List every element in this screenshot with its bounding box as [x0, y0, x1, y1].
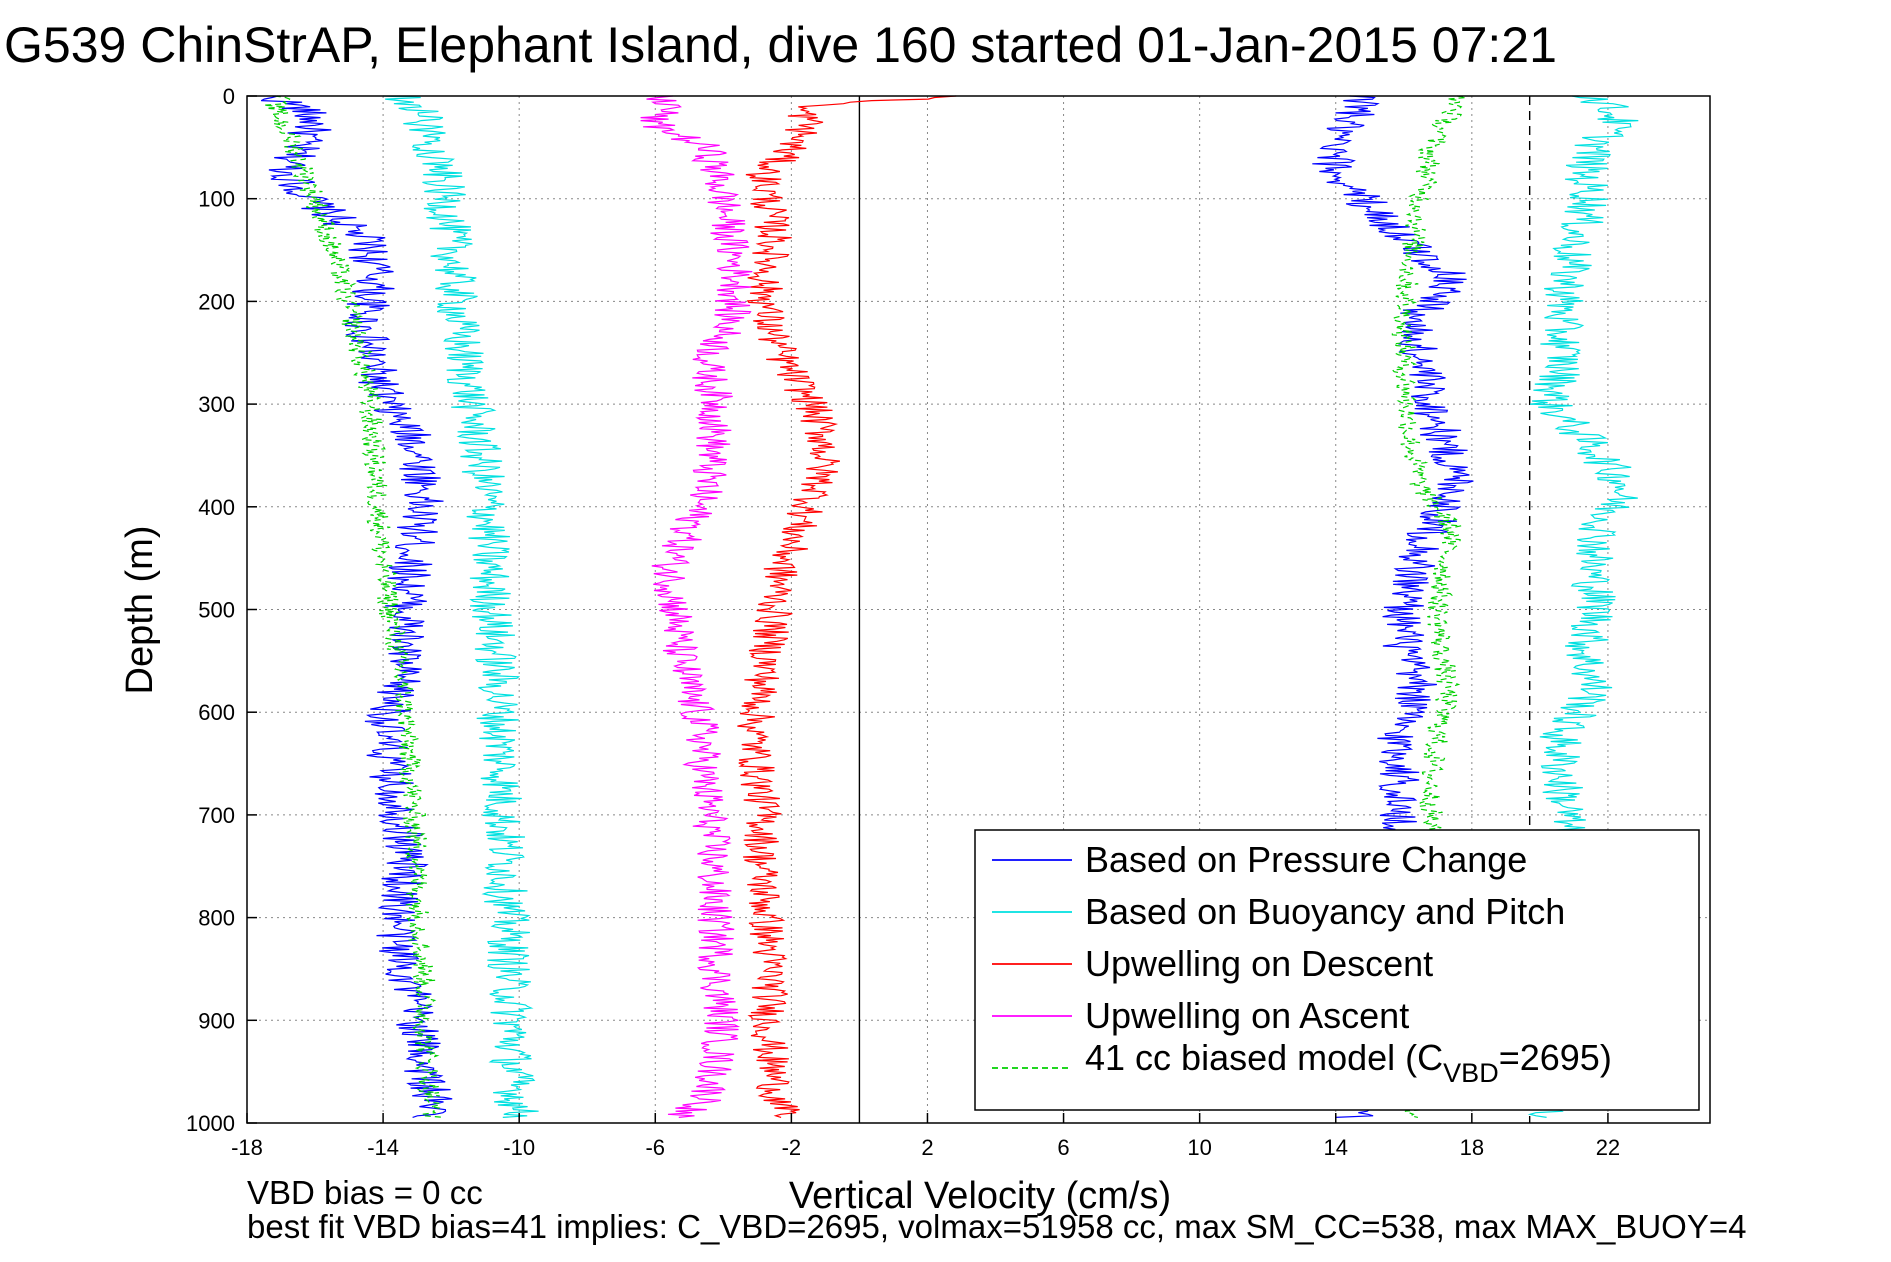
y-axis-ticks: 0 100 200 300 400 500 600 700 800 900 1000 [186, 84, 257, 1136]
x-tick-label: -18 [231, 1135, 263, 1160]
legend-label: Upwelling on Descent [1085, 943, 1433, 984]
chart-title: G539 ChinStrAP, Elephant Island, dive 16… [4, 17, 1557, 73]
series-upwelling-on-ascent [640, 95, 753, 1118]
legend-label-model: 41 cc biased model (CVBD=2695) [1085, 1037, 1612, 1088]
legend: Based on Pressure Change Based on Buoyanc… [974, 829, 1700, 1111]
x-tick-label: -10 [503, 1135, 535, 1160]
x-axis-ticks: -18 -14 -10 -6 -2 2 6 10 14 18 22 [231, 1113, 1620, 1160]
y-tick-label: 700 [198, 803, 235, 828]
y-tick-label: 1000 [186, 1111, 235, 1136]
legend-label: Based on Pressure Change [1085, 839, 1527, 880]
y-tick-label: 300 [198, 392, 235, 417]
series-41-cc-biased-model-c-vbd-2695-descent [263, 95, 445, 1118]
x-tick-label: -14 [367, 1135, 399, 1160]
series-upwelling-on-descent [737, 95, 957, 1118]
footer-best-fit-note: best fit VBD bias=41 implies: C_VBD=2695… [247, 1208, 1746, 1245]
x-tick-label: 22 [1596, 1135, 1620, 1160]
footer-bias-note: VBD bias = 0 cc [247, 1174, 483, 1211]
legend-label: Based on Buoyancy and Pitch [1085, 891, 1565, 932]
y-tick-label: 800 [198, 906, 235, 931]
x-tick-label: 6 [1057, 1135, 1069, 1160]
y-tick-label: 500 [198, 598, 235, 623]
y-tick-label: 600 [198, 700, 235, 725]
x-tick-label: -2 [782, 1135, 802, 1160]
x-tick-label: 18 [1460, 1135, 1484, 1160]
x-tick-label: 14 [1324, 1135, 1348, 1160]
series-based-on-buoyancy-and-pitch-descent [383, 95, 539, 1118]
y-tick-label: 0 [223, 84, 235, 109]
x-tick-label: 10 [1187, 1135, 1211, 1160]
x-axis-label: Vertical Velocity (cm/s) [789, 1175, 1171, 1217]
y-tick-label: 100 [198, 187, 235, 212]
y-tick-label: 900 [198, 1008, 235, 1033]
series-based-on-pressure-change-descent [260, 95, 453, 1118]
x-tick-label: -6 [645, 1135, 665, 1160]
x-tick-label: 2 [921, 1135, 933, 1160]
y-tick-label: 200 [198, 289, 235, 314]
legend-label: Upwelling on Ascent [1085, 995, 1409, 1036]
y-axis-label: Depth (m) [119, 526, 161, 695]
y-tick-label: 400 [198, 495, 235, 520]
legend-box [974, 829, 1700, 1111]
